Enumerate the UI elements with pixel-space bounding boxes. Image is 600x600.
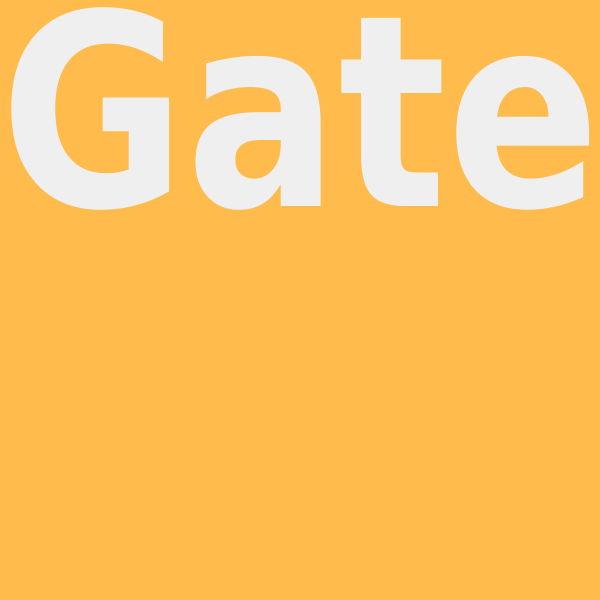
title-wordmark: Gate — [0, 0, 600, 230]
title-text: Gate — [0, 0, 600, 230]
